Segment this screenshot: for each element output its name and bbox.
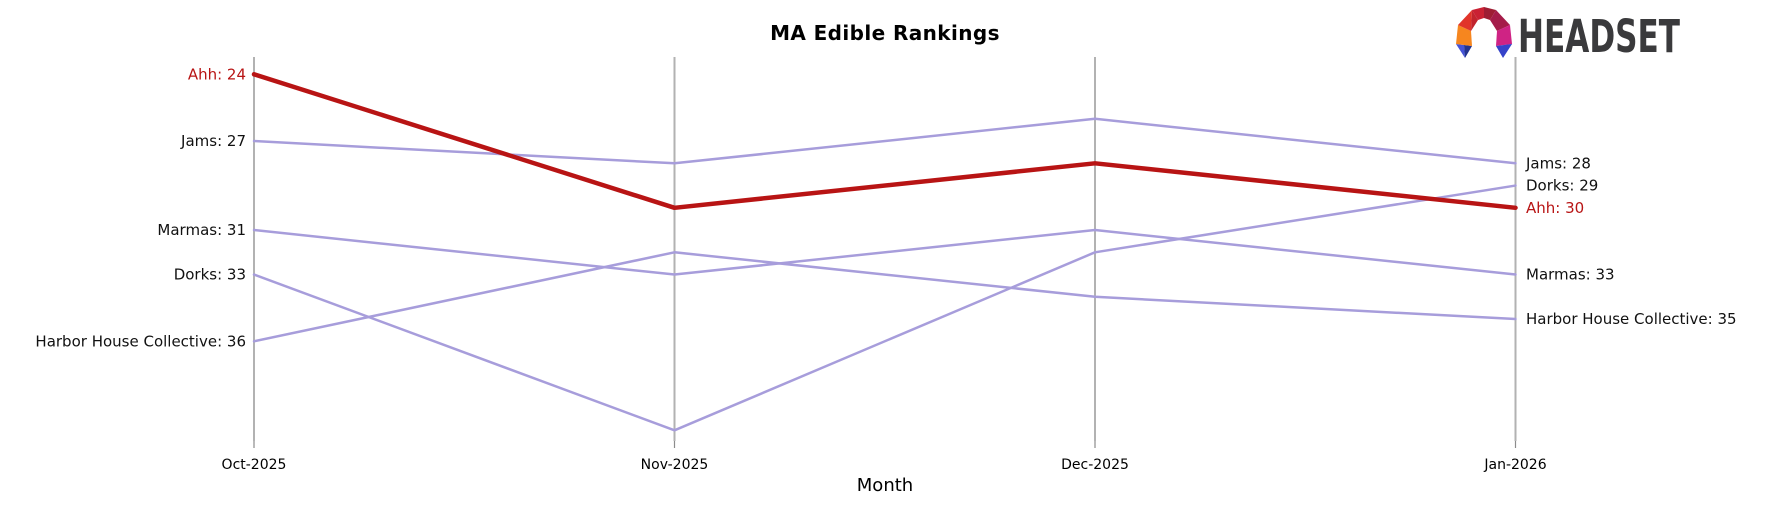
right-label-harbor-house-collective-35: Harbor House Collective: 35 bbox=[1526, 310, 1737, 328]
series-line-jams bbox=[252, 117, 1517, 165]
left-label-dorks-33: Dorks: 33 bbox=[174, 266, 246, 284]
headset-logo: HEADSET bbox=[1450, 4, 1690, 63]
series-line-harbor-house-collective bbox=[252, 251, 1517, 343]
right-label-marmas-33: Marmas: 33 bbox=[1526, 266, 1615, 284]
series-line-ahh bbox=[251, 72, 1518, 211]
right-label-jams-28: Jams: 28 bbox=[1525, 154, 1591, 172]
month-tick-label-dec-2025: Dec-2025 bbox=[1061, 457, 1129, 473]
month-tick-label-oct-2025: Oct-2025 bbox=[222, 457, 287, 473]
x-axis-title: Month bbox=[856, 475, 914, 496]
headset-logo-graphic: HEADSET bbox=[1456, 7, 1680, 63]
left-label-harbor-house-collective-36: Harbor House Collective: 36 bbox=[35, 332, 246, 350]
right-label-dorks-29: Dorks: 29 bbox=[1526, 177, 1598, 195]
left-label-jams-27: Jams: 27 bbox=[180, 132, 246, 150]
headset-logo-text: HEADSET bbox=[1518, 10, 1680, 60]
series-line-dorks bbox=[252, 184, 1517, 432]
headset-logo-icon bbox=[1456, 7, 1512, 58]
left-label-marmas-31: Marmas: 31 bbox=[157, 221, 246, 239]
series-line-marmas bbox=[252, 228, 1517, 276]
right-label-ahh-30: Ahh: 30 bbox=[1526, 199, 1584, 217]
left-label-ahh-24: Ahh: 24 bbox=[188, 65, 246, 83]
month-tick-label-jan-2026: Jan-2026 bbox=[1483, 457, 1546, 473]
chart-title: MA Edible Rankings bbox=[770, 21, 1000, 45]
month-tick-label-nov-2025: Nov-2025 bbox=[641, 457, 709, 473]
